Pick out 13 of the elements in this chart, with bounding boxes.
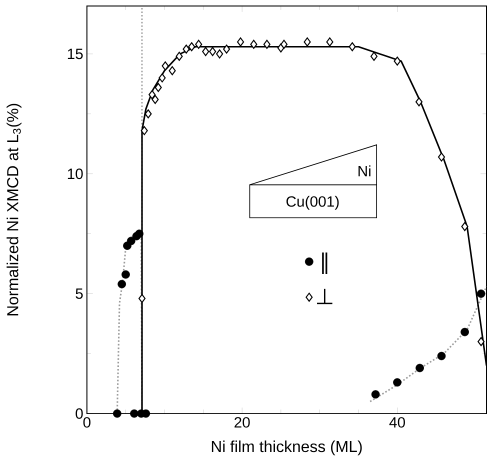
annotation: Cu(001) [286, 196, 339, 210]
legend-label: ∥ [322, 252, 328, 274]
y-tick-label: 10 [68, 168, 83, 180]
y-tick-label: 15 [68, 48, 83, 60]
y-tick-label: 5 [76, 288, 83, 300]
legend-label: ⊥ [317, 289, 332, 304]
x-axis-title: Ni film thickness (ML) [212, 440, 362, 456]
y-axis-title: Normalized Ni XMCD at L$_{3}$(%) [6, 104, 22, 316]
annotation: Ni [358, 166, 370, 176]
x-tick-label: 0 [83, 417, 90, 428]
y-tick-label: 0 [76, 408, 83, 420]
x-tick-label: 40 [389, 417, 405, 428]
x-tick-label: 20 [234, 417, 250, 428]
